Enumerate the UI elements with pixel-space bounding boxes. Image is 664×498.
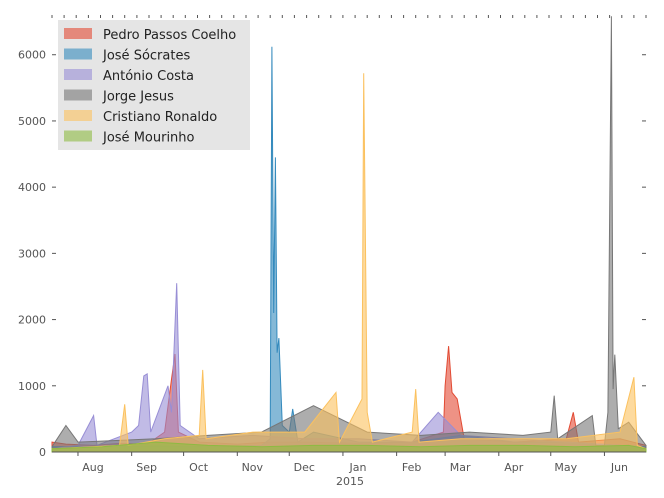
y-tick-label-6: 6000: [18, 49, 46, 62]
legend-label-0: Pedro Passos Coelho: [103, 28, 236, 43]
x-axis-year-label: 2015: [336, 475, 364, 488]
y-tick-label-0: 0: [39, 446, 46, 459]
y-axis-ticks: 0 1000 2000 3000 4000 5000 6000: [18, 49, 646, 459]
legend-swatch-3: [64, 89, 92, 101]
y-tick-label-1: 1000: [18, 380, 46, 393]
legend-box: [58, 20, 250, 150]
y-tick-label-2: 2000: [18, 314, 46, 327]
legend-swatch-5: [64, 130, 92, 142]
x-tick-label-10: Jun: [610, 461, 628, 474]
legend: Pedro Passos Coelho José Sócrates António …: [58, 20, 250, 150]
legend-swatch-1: [64, 48, 92, 60]
x-axis-ticks: Aug Sep Oct Nov Dec Jan Feb Mar Apr May Jun: [77, 452, 628, 474]
legend-swatch-4: [64, 110, 92, 121]
y-tick-label-3: 3000: [18, 247, 46, 260]
x-tick-label-7: Mar: [450, 461, 471, 474]
series-area-4: [51, 73, 647, 453]
y-tick-label-5: 5000: [18, 115, 46, 128]
legend-label-1: José Sócrates: [102, 49, 190, 64]
legend-label-4: Cristiano Ronaldo: [103, 110, 217, 125]
legend-label-5: José Mourinho: [102, 131, 195, 146]
x-tick-label-3: Nov: [242, 461, 264, 474]
top-minor-ticks: [51, 15, 647, 18]
x-tick-label-4: Dec: [294, 461, 315, 474]
series-area-5: [51, 441, 647, 453]
x-tick-label-1: Sep: [136, 461, 157, 474]
y-tick-label-4: 4000: [18, 181, 46, 194]
legend-swatch-0: [64, 28, 92, 39]
legend-label-2: António Costa: [103, 69, 194, 84]
legend-swatch-2: [64, 69, 92, 80]
x-tick-label-2: Oct: [189, 461, 209, 474]
x-tick-label-9: May: [554, 461, 577, 474]
x-tick-label-8: Apr: [504, 461, 524, 474]
series-areas: [51, 16, 647, 453]
legend-label-3: Jorge Jesus: [102, 90, 174, 105]
x-tick-label-0: Aug: [82, 461, 103, 474]
x-tick-label-5: Jan: [348, 461, 366, 474]
x-tick-label-6: Feb: [402, 461, 421, 474]
